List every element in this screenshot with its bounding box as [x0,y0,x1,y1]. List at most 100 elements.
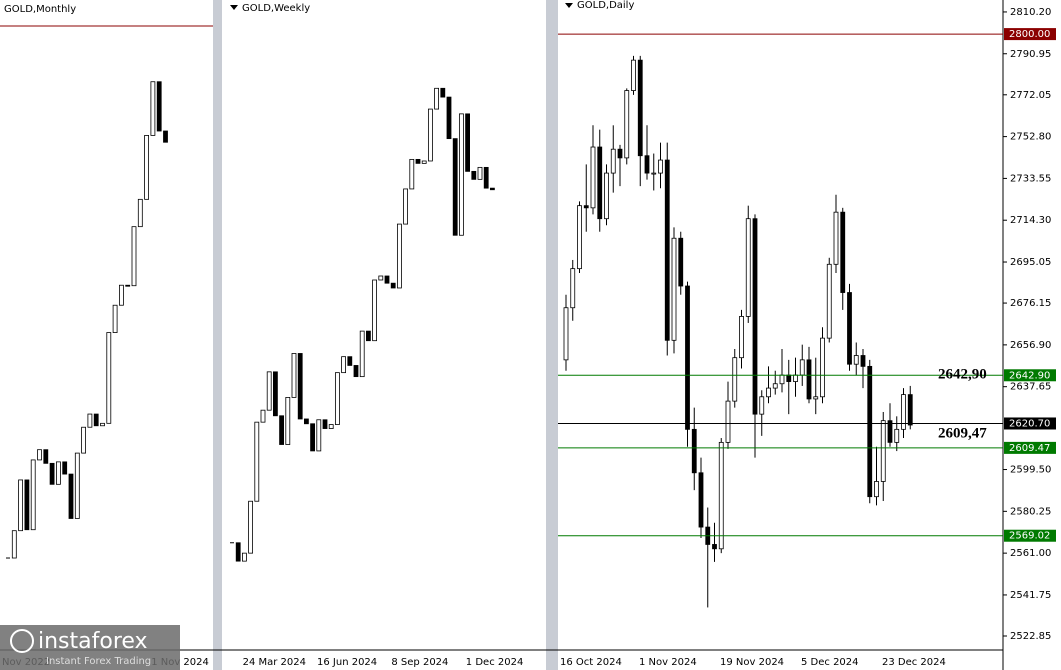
y-tick-label: 2790.95 [1010,49,1051,60]
candle-body [150,81,156,136]
candle-body [390,282,396,289]
candle-body [901,394,906,430]
candle-body [353,365,359,378]
candle-body [37,449,42,461]
candle-body [144,135,150,200]
x-tick-label: 19 Nov 2024 [720,657,784,668]
candle-body [359,330,365,378]
candle-body [396,223,402,289]
candle-body [563,307,569,361]
candle-body [752,218,758,415]
candle-body [260,409,266,423]
candle-body [322,419,328,429]
candle-body [24,479,30,531]
candle-body [458,113,464,236]
level-tag [1004,369,1056,382]
candle-body [732,357,738,402]
x-tick-label: 1 Dec 2024 [466,657,524,668]
candle-body [590,146,596,209]
candle-body [725,400,731,443]
logo-name: instaforex [38,629,148,654]
candle-body [440,87,446,98]
candle-body [452,138,458,236]
candle-body [328,424,334,429]
candle-body [860,355,866,367]
panel-plot [6,81,168,559]
candle-body [365,330,371,342]
panel-separator [213,0,222,670]
candle-body [291,353,297,398]
candle-body [56,461,61,485]
candle-body [651,172,657,175]
candle-body [894,428,900,443]
candle-body [907,394,913,426]
level-label: 2642.90 [1009,370,1050,381]
candle-body [583,205,589,209]
x-tick-label: 1 Nov 2024 [151,657,209,668]
y-tick-label: 2772.05 [1010,90,1051,101]
candle-body [112,304,118,333]
candle-body [30,459,36,531]
candle-body [68,473,74,519]
candle-body [833,211,839,265]
level-tag [1004,441,1056,454]
candle-body [712,544,717,550]
candle-body [254,421,260,502]
x-tick-label: 8 Sep 2024 [391,657,448,668]
candle-body [248,500,254,554]
panel-title: GOLD,Daily [577,0,634,11]
y-tick-label: 2695.05 [1010,257,1051,268]
candle-body [779,374,785,385]
y-tick-label: 2580.25 [1010,506,1051,517]
candle-body [826,263,832,339]
candle-body [698,472,704,528]
candle-body [718,441,724,550]
candle-body [874,481,879,498]
candle-body [617,148,623,159]
candle-body [106,332,112,424]
level-label: 2620.70 [1009,418,1050,429]
candle-body [597,146,603,220]
candle-body [125,284,131,287]
candle-body [759,396,765,415]
y-tick-label: 2714.30 [1010,215,1051,226]
candle-body [372,279,378,342]
candle-body [867,365,873,498]
candle-body [786,374,792,382]
candle-body [887,420,893,443]
logo-tagline: Instant Forex Trading [46,656,151,667]
candle-body [799,359,805,376]
candle-body [691,428,697,474]
candle-body [671,237,677,341]
candle-body [465,113,471,172]
menu-arrow [565,3,573,8]
panel-plot [563,55,913,608]
candle-body [272,371,278,417]
y-tick-label: 2676.15 [1010,298,1051,309]
panel-separator [546,0,558,670]
candle-body [813,396,819,400]
y-tick-label: 2752.80 [1010,132,1051,143]
candle-body [11,530,17,559]
y-tick-label: 2810.20 [1010,7,1051,18]
candle-body [409,158,415,190]
candle-body [119,284,124,306]
candle-body [793,374,798,382]
candle-body [131,226,137,287]
candle-body [570,268,576,309]
candle-body [384,275,390,284]
candle-body [772,383,778,389]
y-tick-label: 2561.00 [1010,548,1051,559]
logo-icon [10,629,34,653]
candle-body [303,418,309,425]
candle-body [766,387,771,398]
level-tag [1004,28,1056,41]
candle-body [427,108,433,162]
candle-body [685,285,690,430]
x-tick-label: 24 Mar 2024 [243,657,306,668]
candle-body [434,87,440,110]
candle-body [421,160,427,164]
candle-body [156,81,162,132]
candle-body [820,337,825,398]
